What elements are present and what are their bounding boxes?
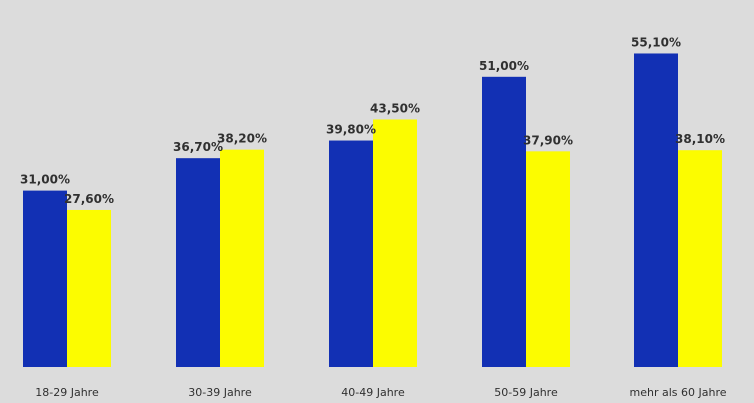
data-label-s2-4: 37,90% xyxy=(523,133,573,147)
data-label-s2-1: 27,60% xyxy=(64,192,114,206)
bar-s1-2 xyxy=(176,158,220,367)
data-label-s2-2: 38,20% xyxy=(217,132,267,146)
data-label-s1-1: 31,00% xyxy=(20,173,70,187)
bar-s2-4 xyxy=(526,151,570,367)
bar-s2-3 xyxy=(373,119,417,367)
data-label-s2-3: 43,50% xyxy=(370,101,420,115)
data-labels-layer: 31,00% 27,60% 36,70%38,20% 39,80% 43,50% 51,0… xyxy=(20,35,725,205)
bar-s2-2 xyxy=(220,149,264,367)
bars-layer xyxy=(23,53,722,368)
category-label-2: 30-39 Jahre xyxy=(188,386,252,399)
bar-s1-4 xyxy=(482,76,526,367)
category-label-4: 50-59 Jahre xyxy=(494,386,558,399)
bar-s1-5 xyxy=(634,53,678,368)
bar-s1-3 xyxy=(329,140,373,367)
category-labels-layer: 18-29 Jahre 30-39 Jahre 40-49 Jahre 50-59 J… xyxy=(35,386,726,399)
data-label-s1-3: 39,80% xyxy=(326,123,376,137)
data-label-s1-2: 36,70% xyxy=(173,140,223,154)
bar-s2-5 xyxy=(678,150,722,367)
data-label-s1-5: 55,10% xyxy=(631,35,681,49)
category-label-5: mehr als 60 Jahre xyxy=(630,386,727,399)
data-label-s2-5: 38,10% xyxy=(675,132,725,146)
category-label-3: 40-49 Jahre xyxy=(341,386,405,399)
category-label-1: 18-29 Jahre xyxy=(35,386,99,399)
data-label-s1-4: 51,00% xyxy=(479,59,529,73)
bar-s2-1 xyxy=(67,209,111,367)
bar-s1-1 xyxy=(23,190,67,367)
